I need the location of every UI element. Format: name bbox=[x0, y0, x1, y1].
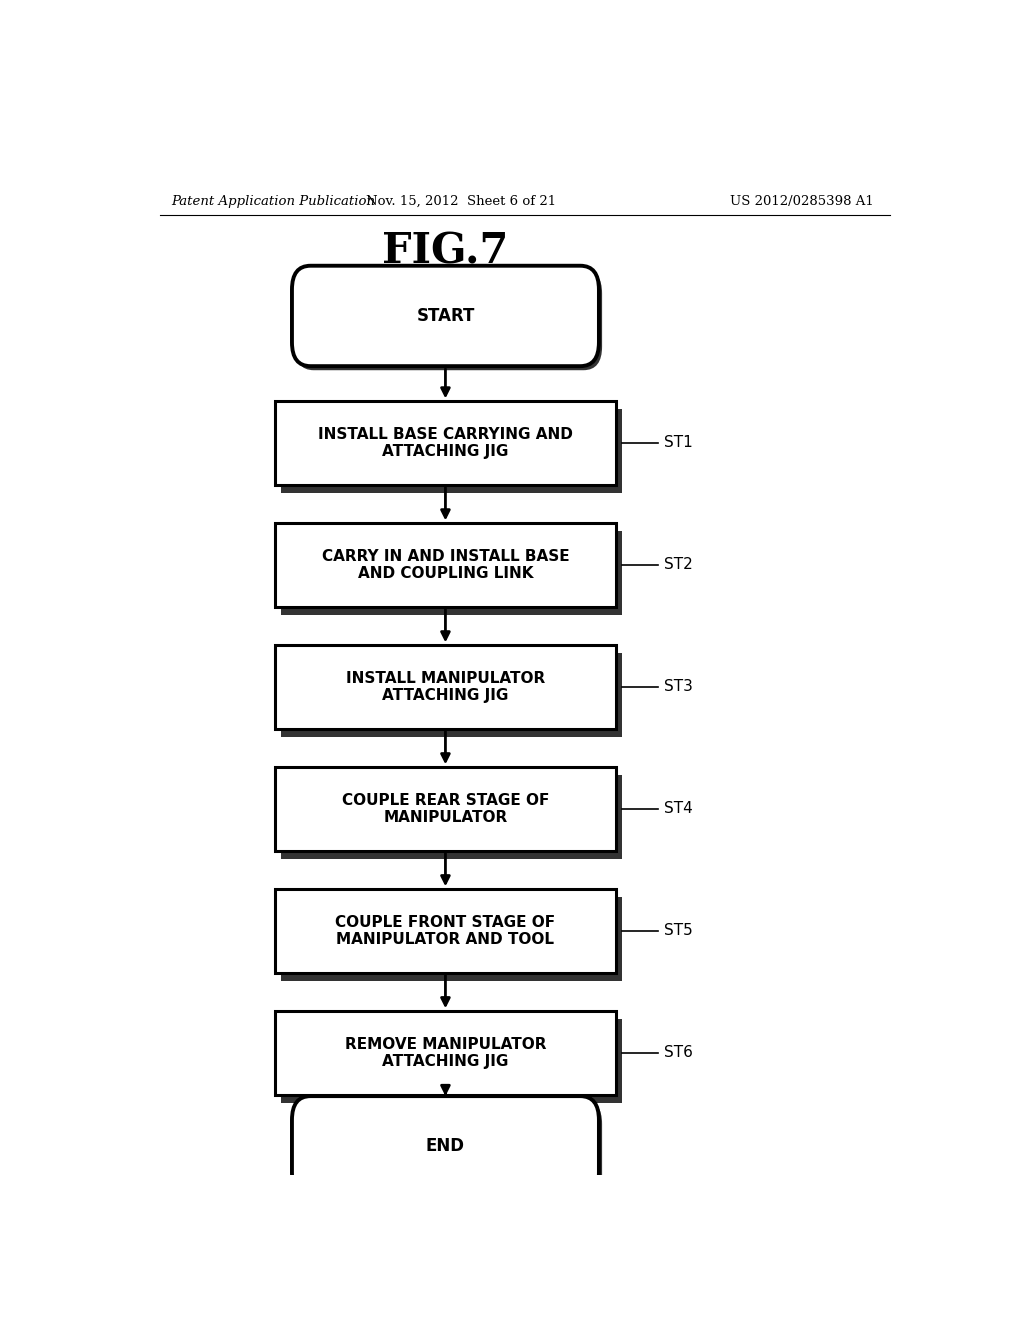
Text: FIG.7: FIG.7 bbox=[382, 231, 509, 273]
FancyBboxPatch shape bbox=[282, 898, 623, 981]
FancyBboxPatch shape bbox=[282, 775, 623, 859]
FancyBboxPatch shape bbox=[274, 890, 616, 973]
FancyBboxPatch shape bbox=[274, 401, 616, 484]
Text: COUPLE REAR STAGE OF
MANIPULATOR: COUPLE REAR STAGE OF MANIPULATOR bbox=[342, 793, 549, 825]
FancyBboxPatch shape bbox=[274, 523, 616, 607]
FancyBboxPatch shape bbox=[282, 1019, 623, 1102]
Text: US 2012/0285398 A1: US 2012/0285398 A1 bbox=[730, 194, 873, 207]
Text: ST1: ST1 bbox=[665, 436, 693, 450]
Text: END: END bbox=[426, 1138, 465, 1155]
FancyBboxPatch shape bbox=[274, 767, 616, 850]
Text: ST3: ST3 bbox=[665, 680, 693, 694]
Text: ST6: ST6 bbox=[665, 1045, 693, 1060]
Text: COUPLE FRONT STAGE OF
MANIPULATOR AND TOOL: COUPLE FRONT STAGE OF MANIPULATOR AND TO… bbox=[336, 915, 555, 946]
Text: Nov. 15, 2012  Sheet 6 of 21: Nov. 15, 2012 Sheet 6 of 21 bbox=[367, 194, 556, 207]
FancyBboxPatch shape bbox=[292, 1096, 599, 1196]
FancyBboxPatch shape bbox=[282, 409, 623, 492]
FancyBboxPatch shape bbox=[295, 1100, 602, 1201]
FancyBboxPatch shape bbox=[292, 265, 599, 366]
FancyBboxPatch shape bbox=[282, 653, 623, 737]
Text: ST2: ST2 bbox=[665, 557, 693, 573]
FancyBboxPatch shape bbox=[274, 1011, 616, 1094]
Text: Patent Application Publication: Patent Application Publication bbox=[172, 194, 376, 207]
Text: REMOVE MANIPULATOR
ATTACHING JIG: REMOVE MANIPULATOR ATTACHING JIG bbox=[345, 1036, 546, 1069]
FancyBboxPatch shape bbox=[295, 269, 602, 370]
Text: CARRY IN AND INSTALL BASE
AND COUPLING LINK: CARRY IN AND INSTALL BASE AND COUPLING L… bbox=[322, 549, 569, 581]
Text: START: START bbox=[416, 308, 475, 325]
FancyBboxPatch shape bbox=[282, 532, 623, 615]
Text: INSTALL MANIPULATOR
ATTACHING JIG: INSTALL MANIPULATOR ATTACHING JIG bbox=[346, 671, 545, 704]
Text: INSTALL BASE CARRYING AND
ATTACHING JIG: INSTALL BASE CARRYING AND ATTACHING JIG bbox=[318, 426, 572, 459]
Text: ST5: ST5 bbox=[665, 924, 693, 939]
Text: ST4: ST4 bbox=[665, 801, 693, 816]
FancyBboxPatch shape bbox=[274, 645, 616, 729]
